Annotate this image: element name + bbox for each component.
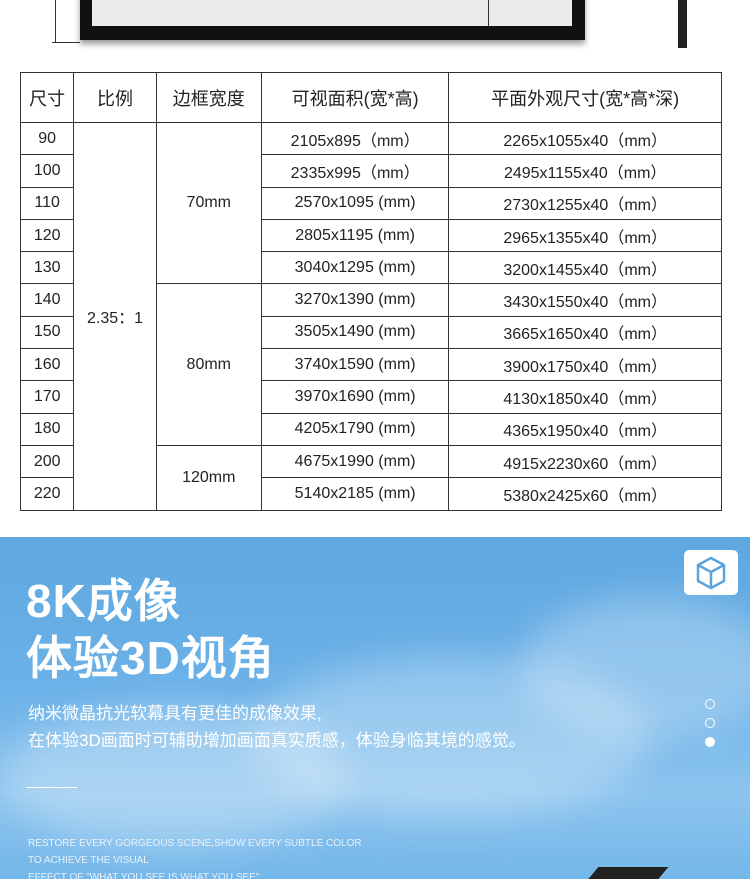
english-line-2: TO ACHIEVE THE VISUAL	[28, 855, 149, 866]
table-row: 200 120mm 4675x1990 (mm) 4915x2230x60（mm）	[19, 444, 722, 511]
overall-size-cell: 2265x1055x40（mm）	[448, 121, 722, 156]
viewable-area-cell: 2805x1195 (mm)	[260, 218, 450, 253]
viewable-area-cell: 3270x1390 (mm)	[260, 283, 450, 317]
size-cell: 120	[19, 218, 75, 253]
viewable-area-cell: 4205x1790 (mm)	[260, 412, 450, 446]
table-row: 120 2805x1195 (mm) 2965x1355x40（mm）	[19, 218, 722, 253]
size-cell: 200	[19, 444, 75, 479]
spec-table: 尺寸 比例 边框宽度 可视面积(宽*高) 平面外观尺寸(宽*高*深) 90 2.35：1 7…	[19, 72, 722, 511]
english-line-3: EFFECT OF "WHAT YOU SEE IS WHAT YOU SEE"	[28, 872, 260, 879]
viewable-area-cell: 3740x1590 (mm)	[260, 348, 450, 382]
size-cell: 180	[19, 412, 75, 446]
english-line-1: RESTORE EVERY GORGEOUS SCENE,SHOW EVERY …	[28, 838, 362, 849]
viewable-area-cell: 2335x995（mm）	[260, 154, 450, 188]
size-cell: 140	[19, 283, 75, 317]
overall-size-cell: 5380x2425x60（mm）	[448, 477, 722, 511]
banner-english-text: RESTORE EVERY GORGEOUS SCENE,SHOW EVERY …	[28, 835, 362, 879]
overall-size-cell: 3900x1750x40（mm）	[448, 348, 722, 382]
column-header: 可视面积(宽*高)	[260, 72, 450, 123]
size-cell: 130	[19, 251, 75, 285]
ratio-cell: 2.35：1	[73, 122, 157, 511]
overall-size-cell: 2495x1155x40（mm）	[448, 154, 722, 188]
dimension-line	[488, 0, 489, 26]
table-row: 180 4205x1790 (mm) 4365x1950x40（mm）	[19, 412, 722, 446]
overall-size-cell: 4130x1850x40（mm）	[448, 380, 722, 414]
banner: 8K成像 体验3D视角 纳米微晶抗光软幕具有更佳的成像效果, 在体验3D画面时可…	[0, 537, 750, 879]
screen-side-view	[678, 0, 687, 48]
frame-cell: 120mm	[155, 444, 262, 511]
frame-cell: 80mm	[155, 283, 262, 446]
overall-size-cell: 4365x1950x40（mm）	[448, 412, 722, 446]
size-cell: 110	[19, 186, 75, 220]
size-cell: 90	[19, 121, 75, 156]
divider	[26, 787, 77, 788]
overall-size-cell: 3430x1550x40（mm）	[448, 283, 722, 317]
carousel-dot-active[interactable]	[705, 737, 715, 747]
size-cell: 100	[19, 154, 75, 188]
screen-diagram	[0, 0, 750, 60]
carousel-dot[interactable]	[705, 699, 715, 709]
viewable-area-cell: 4675x1990 (mm)	[260, 444, 450, 479]
overall-size-cell: 2730x1255x40（mm）	[448, 186, 722, 220]
screen-surface	[92, 0, 572, 26]
overall-size-cell: 2965x1355x40（mm）	[448, 218, 722, 253]
column-header: 边框宽度	[155, 72, 262, 123]
viewable-area-cell: 3505x1490 (mm)	[260, 315, 450, 350]
banner-desc-1: 纳米微晶抗光软幕具有更佳的成像效果,	[28, 704, 322, 723]
cube-icon	[684, 550, 738, 595]
table-row: 110 2570x1095 (mm) 2730x1255x40（mm）	[19, 186, 722, 220]
frame-cell: 70mm	[155, 121, 262, 285]
viewable-area-cell: 2105x895（mm）	[260, 121, 450, 156]
overall-size-cell: 3665x1650x40（mm）	[448, 315, 722, 350]
banner-title-2: 体验3D视角	[26, 632, 275, 684]
overall-size-cell: 4915x2230x60（mm）	[448, 444, 722, 479]
viewable-area-cell: 3040x1295 (mm)	[260, 251, 450, 285]
table-row: 220 5140x2185 (mm) 5380x2425x60（mm）	[19, 477, 722, 511]
viewable-area-cell: 5140x2185 (mm)	[260, 477, 450, 511]
dimension-line	[52, 42, 80, 43]
size-cell: 170	[19, 380, 75, 414]
product-corner	[581, 867, 669, 879]
table-row: 90 2.35：1 70mm 2105x895（mm） 2265x1055x40（mm）	[19, 121, 722, 511]
viewable-area-cell: 3970x1690 (mm)	[260, 380, 450, 414]
table-row: 100 2335x995（mm） 2495x1155x40（mm）	[19, 154, 722, 188]
size-cell: 160	[19, 348, 75, 382]
banner-title-1: 8K成像	[26, 575, 181, 627]
viewable-area-cell: 2570x1095 (mm)	[260, 186, 450, 220]
table-row: 150 3505x1490 (mm) 3665x1650x40（mm）	[19, 315, 722, 350]
table-row: 130 3040x1295 (mm) 3200x1455x40（mm）	[19, 251, 722, 285]
dimension-line	[55, 0, 56, 42]
carousel-dot[interactable]	[705, 718, 715, 728]
overall-size-cell: 3200x1455x40（mm）	[448, 251, 722, 285]
column-header: 尺寸	[19, 72, 75, 123]
column-header: 比例	[73, 72, 157, 123]
table-row: 160 3740x1590 (mm) 3900x1750x40（mm）	[19, 348, 722, 382]
column-header: 平面外观尺寸(宽*高*深)	[448, 72, 722, 123]
size-cell: 150	[19, 315, 75, 350]
size-cell: 220	[19, 477, 75, 511]
table-row: 140 80mm 3270x1390 (mm) 3430x1550x40（mm）	[19, 283, 722, 446]
banner-desc-2: 在体验3D画面时可辅助增加画面真实质感，体验身临其境的感觉。	[28, 731, 526, 750]
